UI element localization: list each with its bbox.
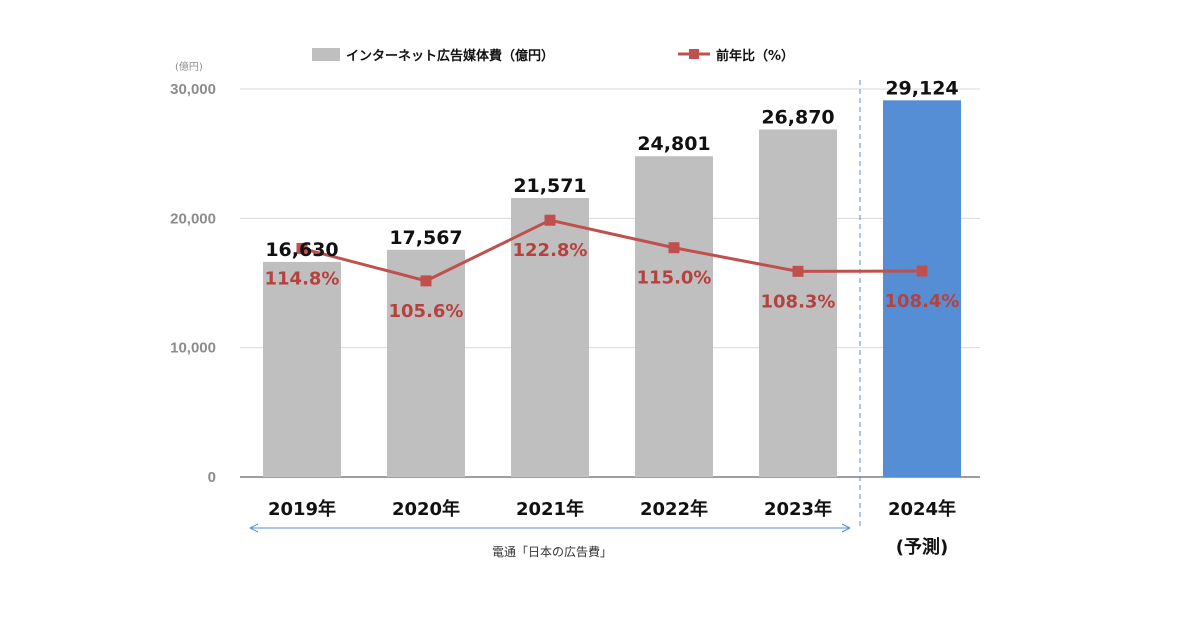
bar xyxy=(635,156,713,477)
bar xyxy=(883,100,961,478)
bar xyxy=(387,249,465,477)
bar-value-label: 21,571 xyxy=(513,175,586,197)
y-axis-unit: (億円) xyxy=(175,60,203,73)
yoy-marker xyxy=(668,242,680,254)
bar-value-label: 26,870 xyxy=(761,106,834,128)
source-range: 電通「日本の広告費」 xyxy=(249,523,851,559)
bar-value-label: 16,630 xyxy=(265,239,338,261)
y-tick-label: 0 xyxy=(208,469,216,486)
yoy-marker xyxy=(544,214,556,226)
x-tick-label: 2020年 xyxy=(392,498,460,520)
yoy-value-label: 122.8% xyxy=(513,240,588,261)
x-tick-label: 2024年 xyxy=(888,498,956,520)
yoy-marker xyxy=(792,265,804,277)
yoy-line xyxy=(301,218,923,283)
line-layer xyxy=(296,214,928,287)
yoy-marker xyxy=(916,265,928,277)
bar-value-label: 29,124 xyxy=(885,77,958,99)
source-note: 電通「日本の広告費」 xyxy=(492,544,612,559)
x-tick-label: 2023年 xyxy=(764,498,832,520)
label-layer: 16,630 17,567 21,571 24,801 26,870 29,124 2019… xyxy=(265,77,960,558)
legend-bar-label: インターネット広告媒体費（億円） xyxy=(346,48,554,64)
grid-layer: 0 10,000 20,000 30,000 xyxy=(170,80,980,530)
legend-line-marker xyxy=(689,49,699,59)
yoy-marker xyxy=(296,242,308,254)
yoy-value-label: 114.8% xyxy=(265,268,340,289)
bar-layer xyxy=(263,100,961,478)
yoy-value-label: 105.6% xyxy=(389,301,464,322)
bar xyxy=(759,129,837,478)
x-tick-label: 2022年 xyxy=(640,498,708,520)
yoy-value-label: 108.3% xyxy=(761,291,836,312)
legend: インターネット広告媒体費（億円） 前年比（%） xyxy=(312,48,794,64)
range-arrow-left-head xyxy=(249,523,259,533)
forecast-sublabel: (予測) xyxy=(896,536,948,558)
y-tick-label: 20,000 xyxy=(170,210,216,227)
y-tick-label: 10,000 xyxy=(170,340,216,357)
x-tick-label: 2021年 xyxy=(516,498,584,520)
yoy-value-label: 108.4% xyxy=(885,291,960,312)
y-tick-label: 30,000 xyxy=(170,81,216,98)
bar xyxy=(263,261,341,477)
bar xyxy=(511,198,589,477)
range-arrow-right-head xyxy=(841,523,851,533)
yoy-value-label: 115.0% xyxy=(637,268,712,289)
x-tick-label: 2019年 xyxy=(268,498,336,520)
bar-value-label: 17,567 xyxy=(389,227,462,249)
legend-line-label: 前年比（%） xyxy=(716,48,794,64)
legend-bar-swatch xyxy=(312,48,340,61)
yoy-marker xyxy=(420,275,432,287)
bar-value-label: 24,801 xyxy=(637,133,710,155)
